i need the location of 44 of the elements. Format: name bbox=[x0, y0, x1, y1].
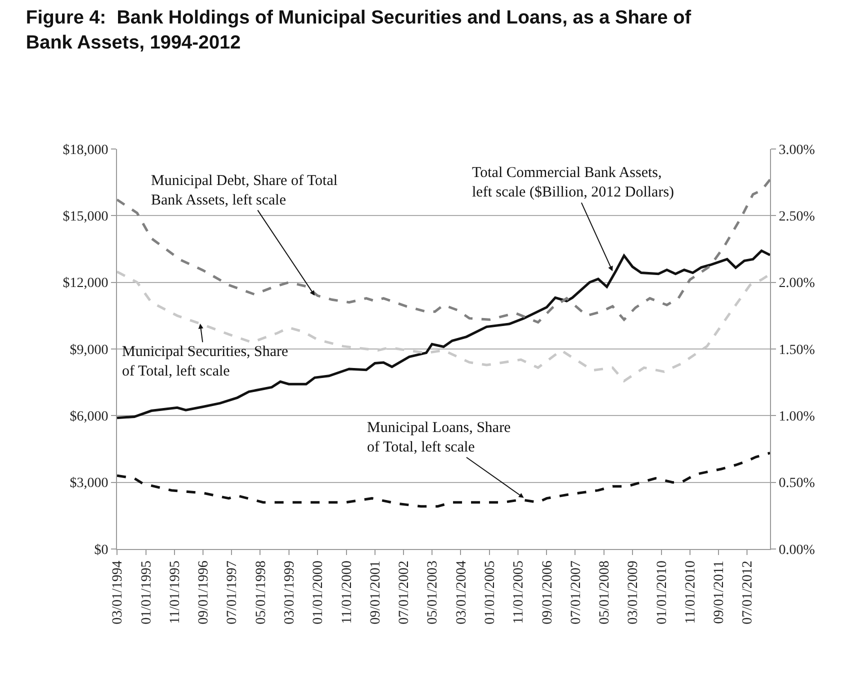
y-tick-label: $3,000 bbox=[70, 476, 108, 492]
x-tick-label: 09/01/2001 bbox=[368, 560, 384, 624]
y-tick-label: $12,000 bbox=[62, 276, 108, 292]
x-tick-label: 01/01/2000 bbox=[311, 560, 326, 624]
x-tick-label: 09/01/1996 bbox=[196, 560, 212, 624]
x-tick-label: 05/01/2008 bbox=[597, 560, 612, 624]
y-tick-label: $9,000 bbox=[70, 342, 108, 358]
y2-tick-label: 2.50% bbox=[778, 210, 816, 225]
x-tick-label: 07/01/2007 bbox=[568, 560, 584, 624]
x-tick-label: 11/01/1995 bbox=[168, 560, 183, 624]
y2-tick-label: 0.00% bbox=[778, 542, 816, 558]
x-tick-label: 03/01/2004 bbox=[454, 560, 470, 624]
y-tick-label: $18,000 bbox=[62, 142, 108, 158]
x-tick-label: 07/01/1997 bbox=[225, 560, 240, 624]
x-tick-label: 01/01/2010 bbox=[654, 560, 670, 624]
annotation: Municipal Debt, Share of Total Bank Assets, left scale bbox=[151, 173, 338, 208]
x-tick-label: 01/01/1995 bbox=[139, 560, 154, 624]
x-tick-label: 05/01/2003 bbox=[426, 560, 441, 624]
y2-tick-label: 0.50% bbox=[778, 476, 816, 492]
x-tick-label: 03/01/1999 bbox=[282, 560, 298, 624]
y-tick-label: $15,000 bbox=[62, 210, 108, 225]
x-tick-label: 09/01/2006 bbox=[540, 560, 556, 624]
annotation: Total Commercial Bank Assets, left scale ($Billion, 2012 Dollars) bbox=[472, 165, 674, 200]
x-tick-label: 11/01/2000 bbox=[340, 560, 355, 624]
x-tick-label: 01/01/2005 bbox=[483, 560, 498, 624]
chart-title: Figure 4: Bank Holdings of Municipal Securities and Loans, as a Share of Bank Assets, 1994-2012 bbox=[26, 8, 692, 54]
x-tick-label: 03/01/1994 bbox=[110, 560, 126, 624]
x-tick-label: 05/01/1998 bbox=[254, 560, 269, 624]
y2-tick-label: 1.50% bbox=[778, 342, 816, 358]
x-tick-label: 11/01/2010 bbox=[683, 560, 698, 624]
y2-tick-label: 1.00% bbox=[778, 410, 816, 425]
y-tick-label: $0 bbox=[94, 542, 108, 558]
y2-tick-label: 2.00% bbox=[778, 276, 816, 292]
x-tick-label: 07/01/2002 bbox=[396, 560, 412, 624]
y-tick-label: $6,000 bbox=[70, 410, 108, 425]
x-tick-label: 09/01/2011 bbox=[712, 560, 728, 624]
line-series bbox=[117, 270, 770, 382]
annotation: Municipal Securities, Share of Total, left scale bbox=[122, 344, 289, 380]
x-tick-label: 11/01/2005 bbox=[512, 560, 527, 624]
y2-tick-label: 3.00% bbox=[778, 142, 816, 158]
annotation: Municipal Loans, Share of Total, left scale bbox=[367, 420, 512, 456]
x-tick-label: 03/01/2009 bbox=[626, 560, 642, 624]
x-tick-label: 07/01/2012 bbox=[740, 560, 756, 624]
line-series bbox=[117, 250, 770, 420]
